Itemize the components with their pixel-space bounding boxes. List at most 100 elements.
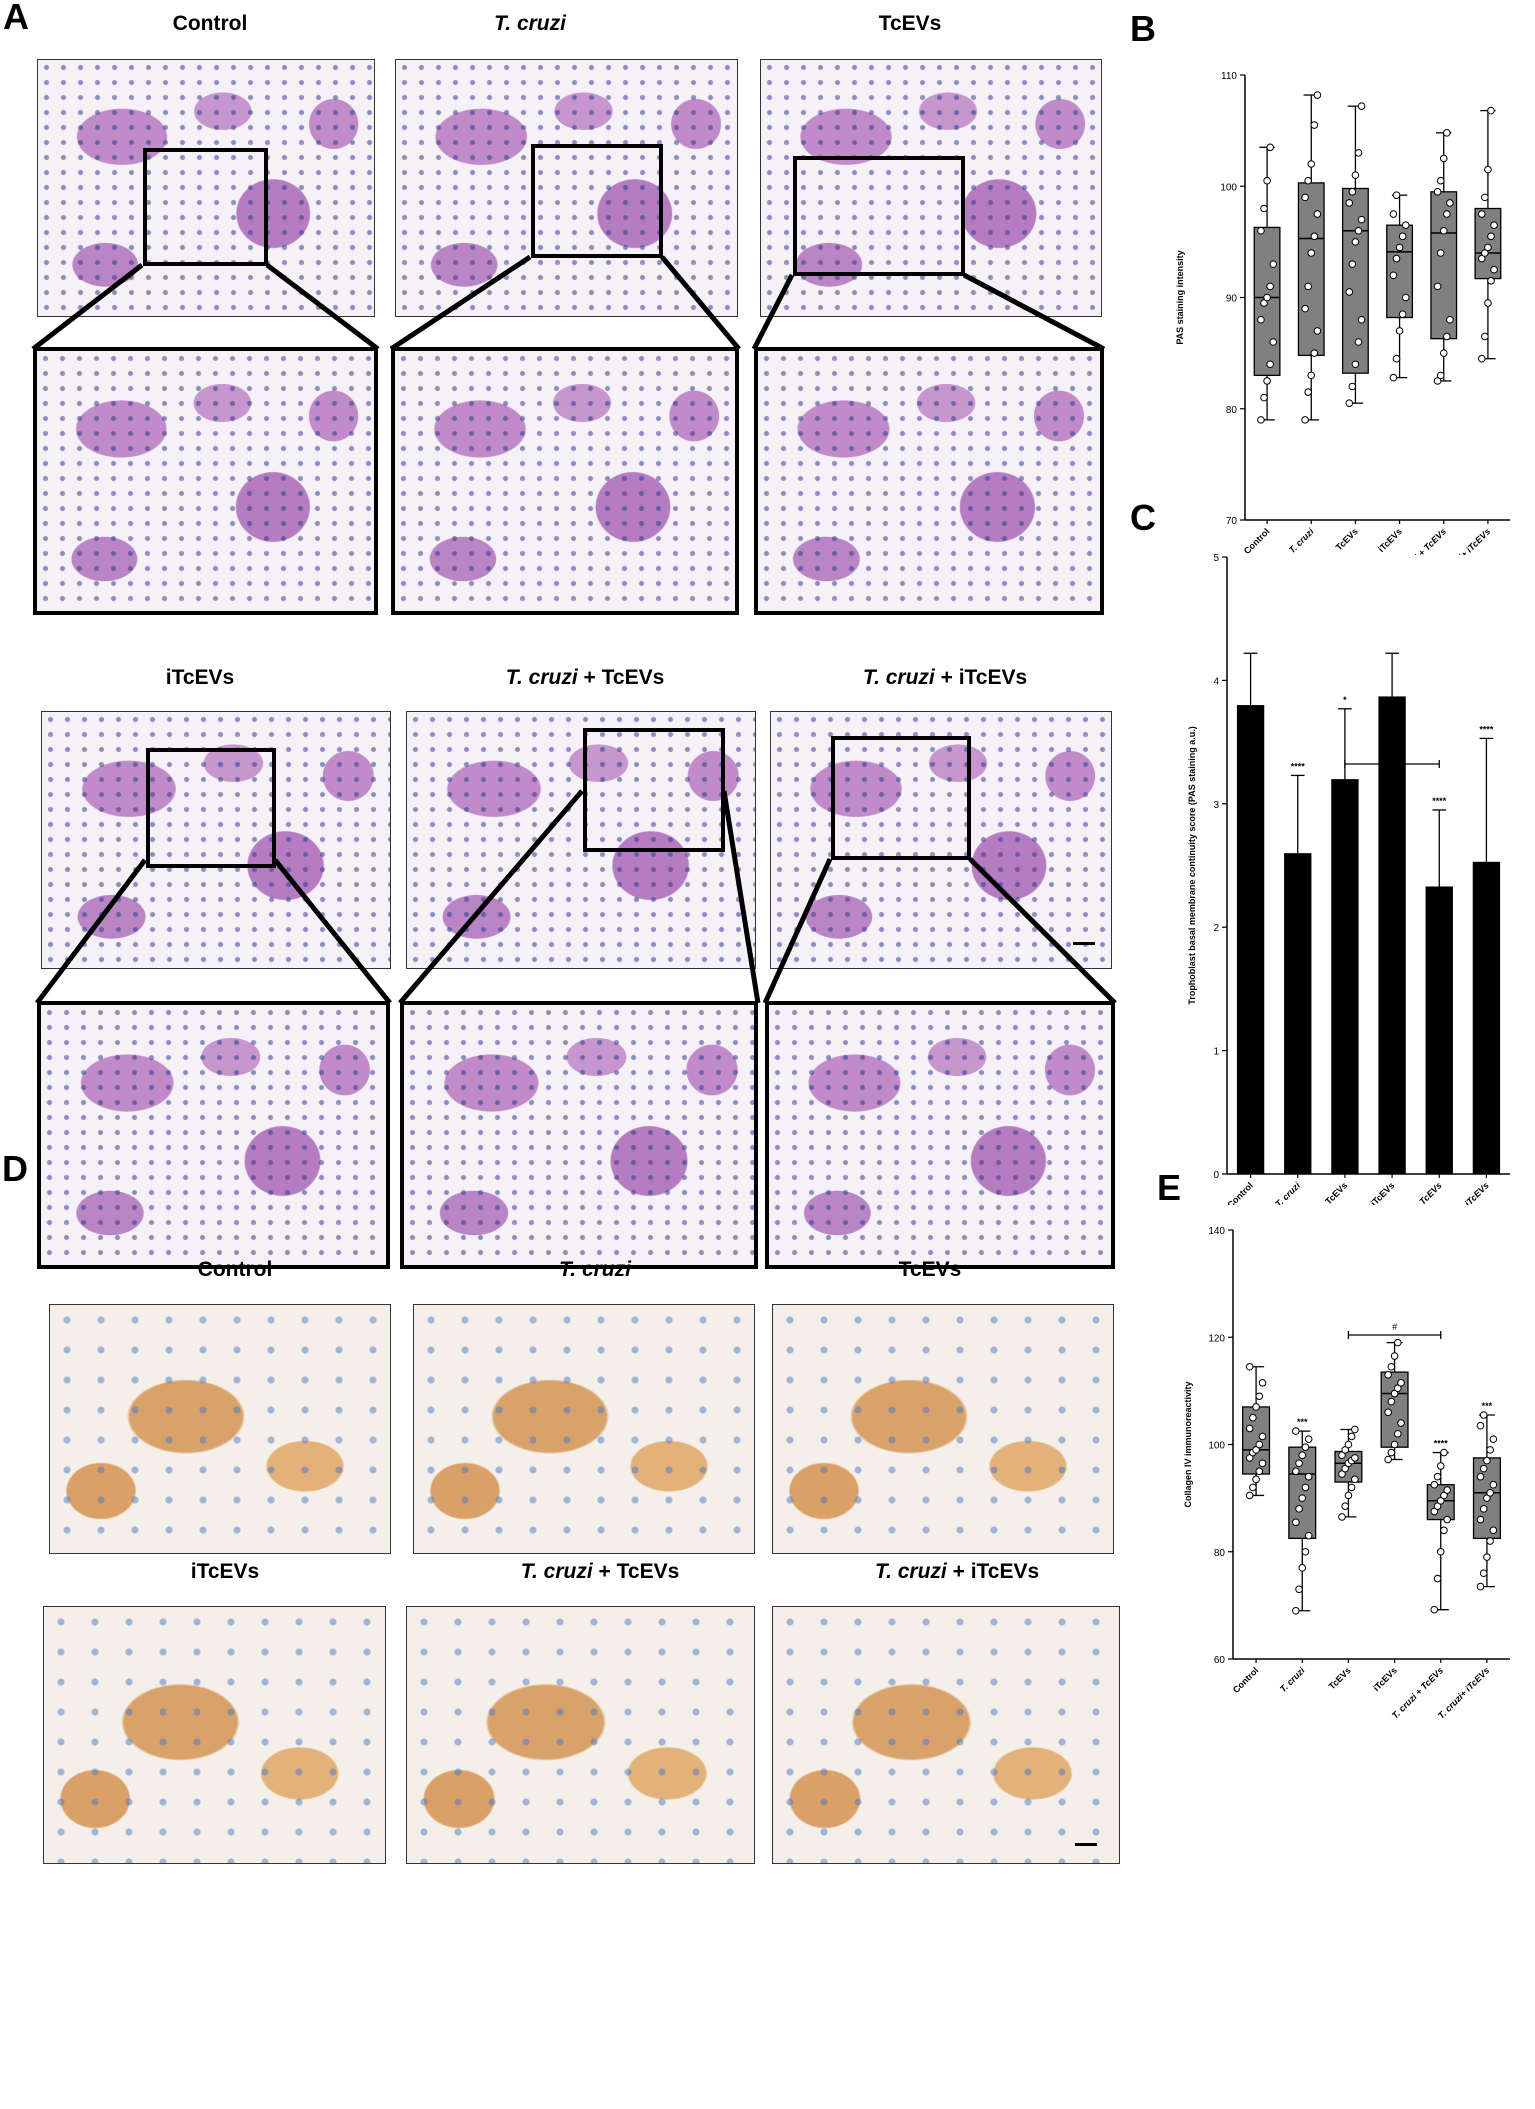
data-point [1295, 1585, 1303, 1594]
x-tick-label: T. cruzi+ iTcEVs [1436, 1665, 1491, 1720]
bar [1425, 886, 1453, 1174]
data-point [1440, 1526, 1448, 1535]
y-tick-label: 70 [1226, 516, 1238, 527]
data-point [1489, 1526, 1498, 1535]
data-point [1395, 327, 1404, 335]
data-point [1436, 176, 1445, 185]
data-point [1433, 188, 1442, 196]
data-point [1479, 1411, 1488, 1419]
micrograph-tcruzi-overview [395, 59, 738, 317]
data-point [1354, 338, 1363, 346]
x-tick-label: TcEVs [1327, 1665, 1353, 1691]
significance-label: *** [1482, 1401, 1493, 1411]
data-point [1397, 1419, 1405, 1427]
data-point [1266, 282, 1274, 291]
data-point [1307, 249, 1316, 257]
data-point [1443, 210, 1451, 218]
x-tick-label: iTcEVs [1369, 1180, 1397, 1205]
micrograph-ihc-itcevs [43, 1606, 386, 1864]
x-tick-label: T. cruzi+ iTcEVs [1435, 1180, 1490, 1205]
data-point [1313, 210, 1322, 218]
zoom-connectors-row1 [31, 254, 1106, 352]
data-point [1430, 1507, 1439, 1516]
data-point [1446, 315, 1454, 324]
zoom-connectors-row2 [35, 789, 1117, 1005]
data-point [1341, 1502, 1350, 1510]
bar [1378, 696, 1406, 1174]
data-point [1269, 338, 1278, 346]
data-point [1483, 1553, 1491, 1561]
y-tick-label: 140 [1208, 1226, 1225, 1237]
micrograph-tcruzi-tcevs-overview [406, 711, 756, 969]
y-axis-label: PAS staining intensity [1175, 250, 1185, 344]
data-point [1245, 1454, 1254, 1462]
micrograph-tcevs-zoom [754, 347, 1104, 615]
data-point [1486, 1488, 1494, 1497]
data-point [1292, 1606, 1300, 1615]
data-point [1389, 271, 1398, 280]
data-point [1486, 1537, 1494, 1545]
box [1386, 224, 1414, 319]
chart-e-collagen-iv: 60 80 100 120 140 Collagen IV immunoreactivit… [1183, 1226, 1510, 1720]
chart-c-membrane-continuity: 0 1 2 3 4 5 Trophoblast basal membrane continu… [1187, 553, 1510, 1205]
data-point [1341, 1464, 1350, 1473]
data-point [1481, 193, 1489, 202]
micrograph-ihc-tcevs [772, 1304, 1114, 1554]
data-point [1398, 310, 1407, 318]
data-point [1401, 293, 1410, 302]
data-point [1390, 1389, 1399, 1398]
data-point [1345, 199, 1354, 207]
data-point [1269, 260, 1278, 268]
data-point [1298, 1494, 1307, 1502]
roi-box [793, 156, 965, 276]
data-point [1292, 1427, 1300, 1435]
data-point [1436, 1462, 1445, 1470]
bracket-label: # [1392, 1322, 1397, 1332]
data-point [1393, 1384, 1402, 1392]
data-point [1487, 232, 1495, 241]
micrograph-itcevs-overview [41, 711, 391, 969]
data-point [1490, 221, 1498, 229]
label-itcevs-a: iTcEVs [165, 666, 235, 689]
data-point [1487, 277, 1495, 285]
y-tick-label: 1 [1213, 1047, 1219, 1058]
data-point [1301, 193, 1309, 202]
y-tick-label: 120 [1208, 1333, 1225, 1344]
y-tick-label: 4 [1213, 676, 1219, 687]
micrograph-tcruzi-itcevs-overview [770, 711, 1112, 969]
data-point [1387, 1397, 1396, 1406]
data-point [1341, 1446, 1350, 1454]
x-tick-label: iTcEVs [1371, 1665, 1399, 1693]
y-tick-label: 110 [1221, 71, 1237, 82]
data-point [1257, 315, 1265, 324]
data-point [1384, 1455, 1392, 1464]
data-point [1446, 199, 1454, 207]
data-point [1390, 1440, 1399, 1449]
data-point [1263, 176, 1271, 185]
data-point [1348, 382, 1357, 391]
data-point [1255, 1392, 1264, 1401]
data-point [1484, 165, 1492, 174]
panel-letter-b: B [1130, 8, 1156, 49]
bracket-label: ## [1387, 751, 1397, 761]
data-point [1490, 265, 1498, 274]
data-point [1351, 360, 1360, 369]
data-point [1258, 1459, 1267, 1468]
label-tcruzi-a: T. cruzi [494, 12, 566, 35]
data-point [1436, 1547, 1445, 1556]
data-point [1257, 226, 1265, 235]
data-point [1477, 354, 1486, 363]
data-point [1476, 1472, 1485, 1481]
micrograph-control-zoom [33, 347, 378, 615]
x-tick-label: T. cruzi [1273, 1180, 1302, 1205]
box [1288, 1446, 1317, 1539]
data-point [1245, 1491, 1254, 1500]
data-point [1384, 1370, 1392, 1379]
data-point [1436, 1497, 1445, 1505]
micrograph-ihc-tcruzi [413, 1304, 755, 1554]
data-point [1345, 288, 1354, 296]
micrograph-ihc-control [49, 1304, 391, 1554]
data-point [1477, 254, 1486, 263]
roi-box [143, 148, 268, 266]
data-point [1443, 129, 1451, 137]
